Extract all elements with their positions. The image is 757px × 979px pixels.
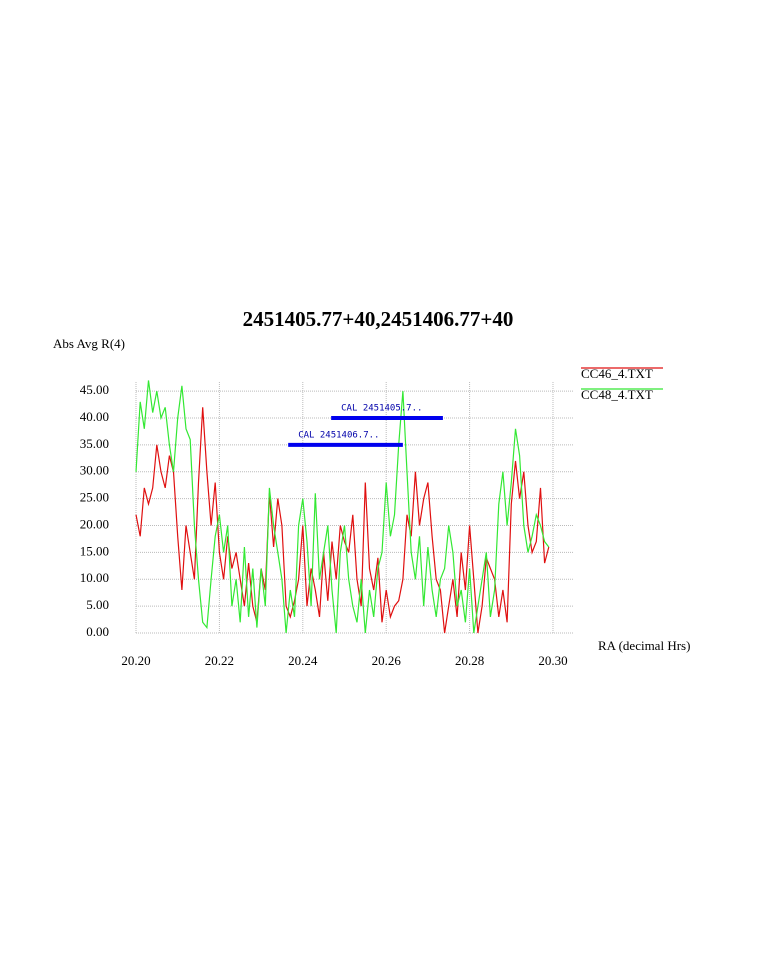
y-tick-label: 15.00	[80, 543, 109, 558]
x-tick-label: 20.24	[288, 653, 318, 668]
series-line	[135, 380, 550, 634]
x-tick-label: 20.26	[372, 653, 402, 668]
x-tick-label: 20.22	[205, 653, 234, 668]
x-tick-label: 20.20	[121, 653, 150, 668]
y-tick-label: 40.00	[80, 409, 109, 424]
y-axis-label: Abs Avg R(4)	[53, 336, 125, 351]
legend-label: CC46_4.TXT	[581, 366, 653, 381]
legend-label: CC48_4.TXT	[581, 387, 653, 402]
annotation-label: CAL 2451406.7..	[298, 430, 379, 440]
y-tick-label: 30.00	[80, 463, 109, 478]
x-axis-label: RA (decimal Hrs)	[598, 638, 690, 653]
y-tick-label: 10.00	[80, 570, 109, 585]
y-tick-label: 25.00	[80, 490, 109, 505]
y-tick-label: 35.00	[80, 436, 109, 451]
annotation-label: CAL 2451405.7..	[341, 404, 422, 414]
y-tick-label: 0.00	[86, 624, 109, 639]
series-line	[135, 407, 550, 634]
y-tick-label: 45.00	[80, 382, 109, 397]
y-tick-label: 5.00	[86, 597, 109, 612]
x-tick-label: 20.28	[455, 653, 484, 668]
y-tick-label: 20.00	[80, 516, 109, 531]
chart-title: 2451405.77+40,2451406.77+40	[243, 307, 514, 331]
x-tick-label: 20.30	[538, 653, 567, 668]
